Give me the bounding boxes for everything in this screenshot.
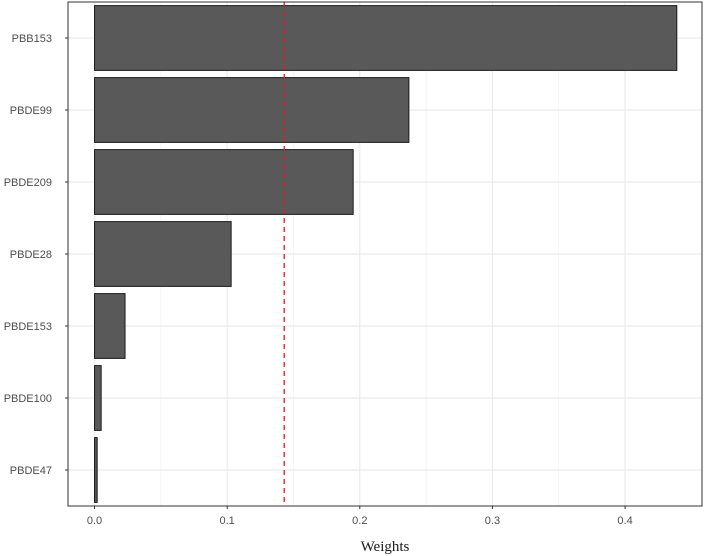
bar-pbde28: [94, 221, 232, 287]
bar-pbde47: [94, 437, 98, 503]
x-axis-title: Weights: [361, 539, 410, 555]
y-tick-label: PBDE99: [10, 105, 52, 117]
bars: [94, 5, 678, 503]
bar-pbde153: [94, 293, 126, 359]
y-tick-label: PBB153: [12, 33, 52, 45]
y-tick-label: PBDE47: [10, 465, 52, 477]
bar-pbde99: [94, 77, 410, 143]
y-tick-label: PBDE209: [4, 177, 52, 189]
x-axis: 0.0 0.1 0.2 0.3 0.4: [87, 506, 633, 527]
y-axis: PBB153 PBDE99 PBDE209 PBDE28 PBDE153 PBDE100 P…: [4, 33, 68, 477]
x-tick-label: 0.2: [352, 515, 367, 527]
y-tick-label: PBDE153: [4, 321, 52, 333]
bar-pbde209: [94, 149, 354, 215]
bar-pbde100: [94, 365, 102, 431]
y-tick-label: PBDE100: [4, 393, 52, 405]
y-tick-label: PBDE28: [10, 249, 52, 261]
bar-pbb153: [94, 5, 678, 71]
x-tick-label: 0.4: [617, 515, 632, 527]
x-tick-label: 0.3: [485, 515, 500, 527]
x-tick-label: 0.0: [87, 515, 102, 527]
x-tick-label: 0.1: [220, 515, 235, 527]
